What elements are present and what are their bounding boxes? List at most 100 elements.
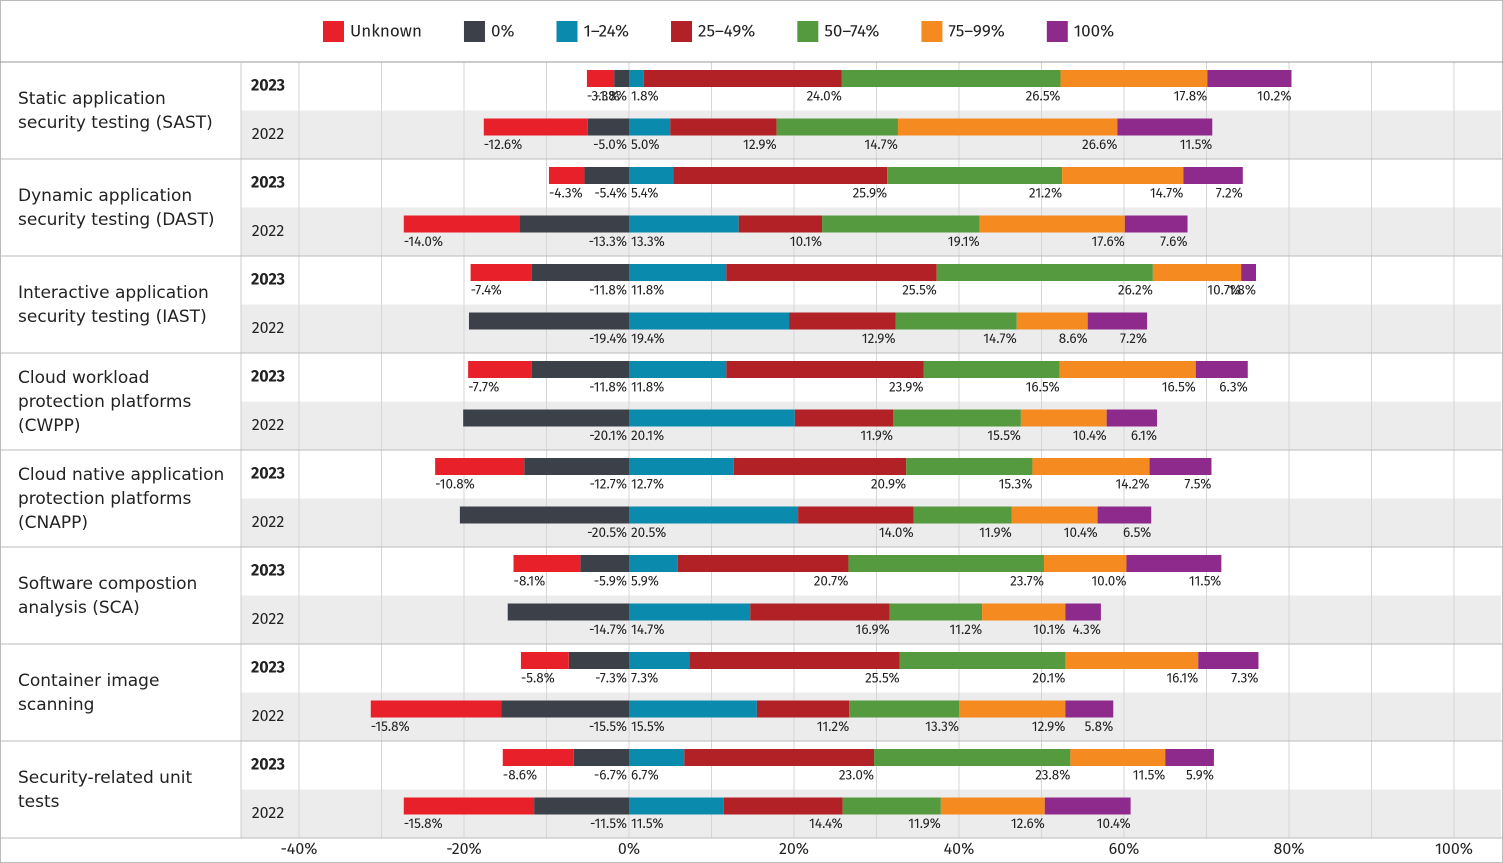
bar-segment <box>889 603 983 621</box>
value-label: 11.2% <box>817 718 850 735</box>
bar-segment <box>1106 409 1157 427</box>
value-label: 24.0% <box>807 88 842 105</box>
value-label: 12.9% <box>862 330 896 347</box>
bar-segment <box>1195 361 1248 378</box>
bar-segment <box>534 797 629 815</box>
value-label: 19.1% <box>948 233 980 250</box>
bar-segment <box>677 555 849 572</box>
bar-segment <box>1087 312 1148 330</box>
value-label: 16.9% <box>856 621 890 638</box>
group-label-text: Dynamic application security testing (DA… <box>18 185 215 230</box>
value-label: 10.7% <box>1207 282 1241 299</box>
bar-segment <box>584 167 629 184</box>
value-label: 11.5% <box>631 815 664 832</box>
group-label: Static application security testing (SAS… <box>18 89 213 133</box>
value-label: -1.8% <box>595 88 627 105</box>
bar-segment <box>1183 167 1243 184</box>
legend-label: 100% <box>1074 20 1114 41</box>
value-label: 20.5% <box>631 524 666 541</box>
value-label: 7.5% <box>1184 476 1211 493</box>
bar-segment <box>1016 312 1088 330</box>
group-label-text: Cloud native application protection plat… <box>18 464 225 533</box>
value-label: 13.3% <box>631 233 665 250</box>
legend-swatch <box>556 21 578 42</box>
value-label: -8.1% <box>514 573 546 590</box>
bar-segment <box>629 652 690 669</box>
value-label: 5.9% <box>631 573 659 590</box>
bar-segment <box>936 264 1153 281</box>
x-tick-label: 60% <box>1109 840 1140 859</box>
value-label: -13.3% <box>589 233 627 250</box>
bar-segment <box>982 603 1066 621</box>
year-label: 2023 <box>251 368 285 387</box>
bar-segment <box>629 409 795 427</box>
legend-label: 50–74% <box>824 20 879 41</box>
value-label: 21.2% <box>1029 185 1062 202</box>
bar-segment <box>733 458 907 475</box>
bar-segment <box>629 167 674 184</box>
value-label: 12.9% <box>743 136 777 153</box>
group-label: Cloud native application protection plat… <box>18 464 225 533</box>
bar-segment <box>1149 458 1212 475</box>
year-label: 2022 <box>252 513 285 532</box>
year-label: 2023 <box>251 465 285 484</box>
value-label: 8.6% <box>1059 330 1088 347</box>
bar-segment <box>849 700 959 718</box>
value-label: -10.8% <box>435 476 475 493</box>
year-label: 2022 <box>252 125 285 144</box>
bar-segment <box>1011 506 1098 524</box>
year-label: 2022 <box>252 319 285 338</box>
bar-segment <box>673 167 888 184</box>
bar-segment <box>794 409 893 427</box>
value-label: 1.8% <box>631 88 659 105</box>
bar-segment <box>370 700 502 718</box>
value-label: 6.1% <box>1131 427 1157 444</box>
bar-segment <box>468 361 532 378</box>
bar-segment <box>629 70 644 87</box>
group-label-text: Software compostion analysis (SCA) <box>18 573 198 618</box>
bar-segment <box>513 555 581 572</box>
value-label: 16.1% <box>1166 670 1198 687</box>
group-label-text: Security-related unit tests <box>18 767 193 812</box>
bar-segment <box>629 118 671 136</box>
bar-segment <box>519 215 629 233</box>
bar-segment <box>580 555 629 572</box>
value-label: -3.3% <box>587 88 620 105</box>
value-label: 11.2% <box>950 621 983 638</box>
value-label: 14.7% <box>1150 185 1184 202</box>
value-label: 10.4% <box>1073 427 1107 444</box>
bar-segment <box>501 700 629 718</box>
value-label: 7.6% <box>1160 233 1187 250</box>
bar-segment <box>531 361 629 378</box>
x-tick-label: -20% <box>446 840 482 859</box>
bar-segment <box>629 312 790 330</box>
x-tick-label: 100% <box>1435 840 1473 859</box>
bar-segment <box>874 749 1071 766</box>
legend-swatch <box>463 21 485 42</box>
group-label-text: Cloud workload protection platforms (CWP… <box>18 367 192 436</box>
bar-segment <box>435 458 525 475</box>
value-label: 6.5% <box>1123 524 1151 541</box>
bar-segment <box>923 361 1060 378</box>
legend-label: 25–49% <box>698 20 755 41</box>
value-label: 7.3% <box>631 670 658 687</box>
value-label: 11.9% <box>860 427 893 444</box>
value-label: 5.0% <box>631 136 660 153</box>
value-label: 13.3% <box>925 718 959 735</box>
bar-segment <box>723 797 843 815</box>
value-label: 10.4% <box>1097 815 1131 832</box>
value-label: -11.8% <box>589 379 627 396</box>
legend-label: 75–99% <box>948 20 1004 41</box>
value-label: 20.1% <box>1032 670 1065 687</box>
group-label: Dynamic application security testing (DA… <box>18 185 215 230</box>
bar-segment <box>568 652 629 669</box>
bar-segment <box>629 555 678 572</box>
bar-segment <box>1152 264 1242 281</box>
bar-segment <box>798 506 914 524</box>
bar-segment <box>524 458 629 475</box>
value-label: 25.9% <box>853 185 888 202</box>
bar-segment <box>1124 215 1188 233</box>
bar-segment <box>403 797 535 815</box>
value-label: 14.4% <box>809 815 843 832</box>
bar-segment <box>1198 652 1259 669</box>
